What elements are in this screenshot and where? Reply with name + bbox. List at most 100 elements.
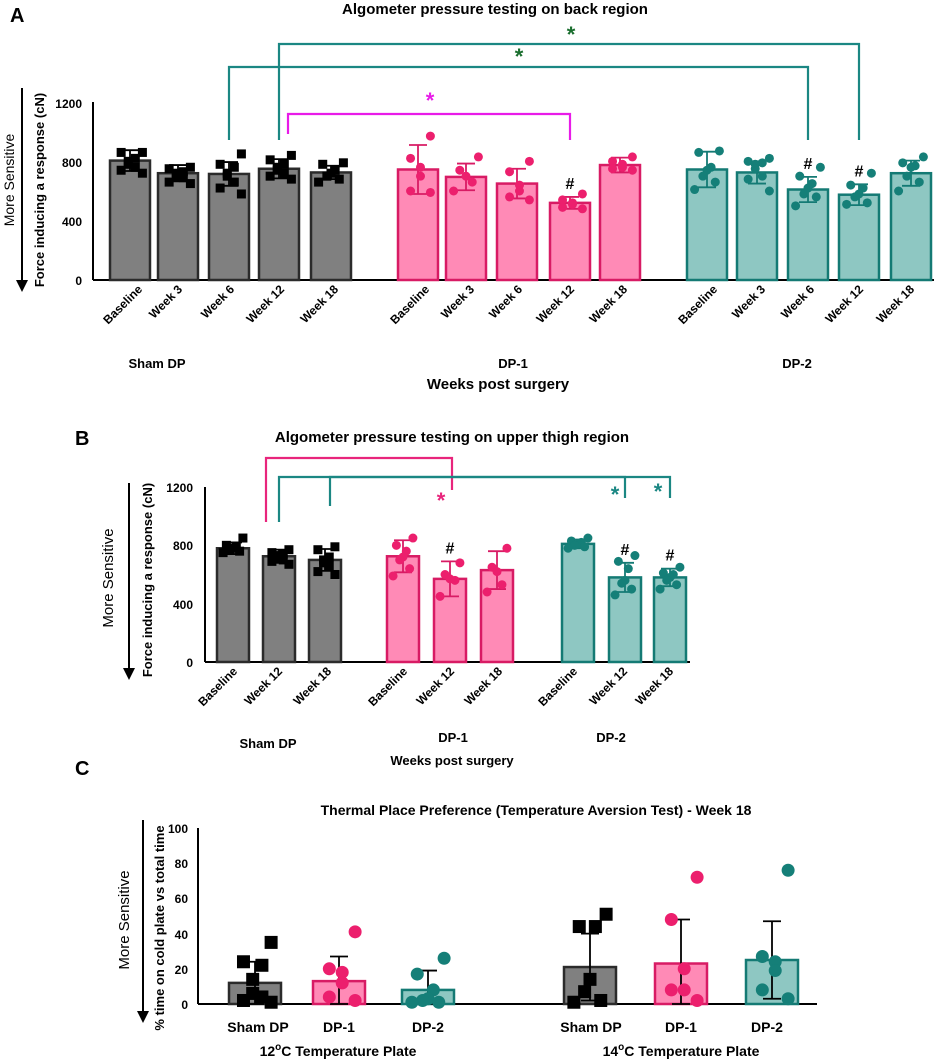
panel-a-xtick: Week 3 <box>146 282 185 321</box>
data-point <box>405 995 419 1009</box>
panel-b-side-label: More Sensitive <box>100 528 117 627</box>
data-point <box>690 185 700 195</box>
data-point <box>505 167 515 177</box>
bar <box>261 555 297 664</box>
data-point <box>577 189 587 199</box>
panel-c-title: Thermal Place Preference (Temperature Av… <box>321 802 752 818</box>
data-point <box>348 925 362 939</box>
panel-c-ytick: 80 <box>175 857 189 871</box>
data-point <box>757 171 767 181</box>
data-point <box>599 907 613 921</box>
data-point <box>406 186 416 196</box>
panel-a-xtick: Week 6 <box>198 282 237 321</box>
panel-b-ytick: 0 <box>186 656 193 670</box>
data-point <box>524 195 534 205</box>
data-point <box>714 146 724 156</box>
data-point <box>215 159 225 169</box>
data-point <box>335 965 349 979</box>
panel-a-xtick: Week 18 <box>586 282 630 326</box>
panel-c-ytick: 60 <box>175 892 189 906</box>
bar <box>215 547 251 664</box>
data-point <box>690 993 704 1007</box>
panel-b-significance: * * * <box>264 456 672 522</box>
significance-star: * <box>515 44 524 69</box>
panel-a-ytick: 400 <box>62 215 82 229</box>
data-point <box>578 985 592 999</box>
significance-bracket <box>227 65 810 140</box>
data-point <box>449 186 459 196</box>
panel-b-letter: B <box>75 428 89 450</box>
data-point <box>185 162 195 172</box>
data-point <box>222 171 232 181</box>
plate-suffix: C Temperature Plate <box>624 1043 759 1059</box>
data-point <box>137 147 147 157</box>
data-point <box>842 199 852 209</box>
data-point <box>672 580 682 590</box>
data-point <box>580 542 590 552</box>
data-point <box>514 186 524 196</box>
degree-mark: o <box>618 1042 624 1053</box>
panel-b-xtick: Week 18 <box>290 664 334 708</box>
data-point <box>314 177 324 187</box>
panel-a-x-tick-labels: Baseline Week 3 Week 6 Week 12 Week 18 B… <box>100 282 917 327</box>
panel-c-letter: C <box>75 758 89 780</box>
data-point <box>497 580 507 590</box>
data-point <box>164 177 174 187</box>
data-point <box>322 962 336 976</box>
data-point <box>627 584 637 594</box>
panel-c-ytick: 0 <box>181 998 188 1012</box>
data-point <box>164 164 174 174</box>
panel-b: B Algometer pressure testing on upper th… <box>75 428 690 768</box>
data-point <box>450 575 460 585</box>
bar <box>108 159 152 282</box>
data-point <box>467 177 477 187</box>
significance-star: * <box>654 479 663 504</box>
data-point <box>902 171 912 181</box>
data-point <box>662 575 672 585</box>
data-point <box>492 567 502 577</box>
data-point <box>862 198 872 208</box>
panel-b-xtick: Week 12 <box>241 664 285 708</box>
panel-c-xtick: DP-1 <box>323 1019 355 1035</box>
panel-c-xtick: DP-2 <box>412 1019 444 1035</box>
significance-bracket <box>328 475 672 506</box>
data-point <box>330 542 340 552</box>
data-point <box>627 165 637 175</box>
panel-a-xtick: Week 12 <box>533 282 577 326</box>
data-point <box>664 983 678 997</box>
panel-c-x-tick-labels: Sham DP DP-1 DP-2 Sham DP DP-1 DP-2 <box>227 1019 783 1035</box>
data-point <box>264 995 278 1009</box>
bar <box>786 188 830 282</box>
data-point <box>391 540 401 550</box>
data-point <box>583 533 593 543</box>
data-point <box>279 168 289 178</box>
data-point <box>435 591 445 601</box>
panel-c-group-label-12: 12oC Temperature Plate <box>260 1042 417 1059</box>
data-point <box>757 158 767 168</box>
data-point <box>318 159 328 169</box>
data-point <box>416 993 430 1007</box>
data-point <box>577 204 587 214</box>
data-point <box>627 152 637 162</box>
data-point <box>388 571 398 581</box>
data-point <box>330 570 340 579</box>
data-point <box>764 186 774 196</box>
data-point <box>334 174 344 184</box>
data-point <box>229 177 239 187</box>
panel-c-arrow-head-icon <box>137 1011 149 1023</box>
data-point <box>324 552 334 562</box>
data-point <box>750 164 760 174</box>
panel-b-plot: # # # <box>215 533 688 664</box>
data-point <box>273 553 283 563</box>
data-point <box>322 990 336 1004</box>
data-point <box>313 545 323 555</box>
panel-a-ytick: 800 <box>62 156 82 170</box>
panel-c-ylabel: % time on cold plate vs total time <box>152 825 167 1030</box>
panel-a-ytick: 1200 <box>55 97 82 111</box>
panel-b-x-tick-labels: Baseline Week 12 Week 18 Baseline Week 1… <box>195 664 676 709</box>
significance-star: * <box>437 488 446 513</box>
data-point <box>846 180 856 190</box>
panel-c-ytick: 20 <box>175 963 189 977</box>
data-point <box>567 995 581 1009</box>
panel-c-y-ticks: 0 20 40 60 80 100 <box>168 822 188 1012</box>
